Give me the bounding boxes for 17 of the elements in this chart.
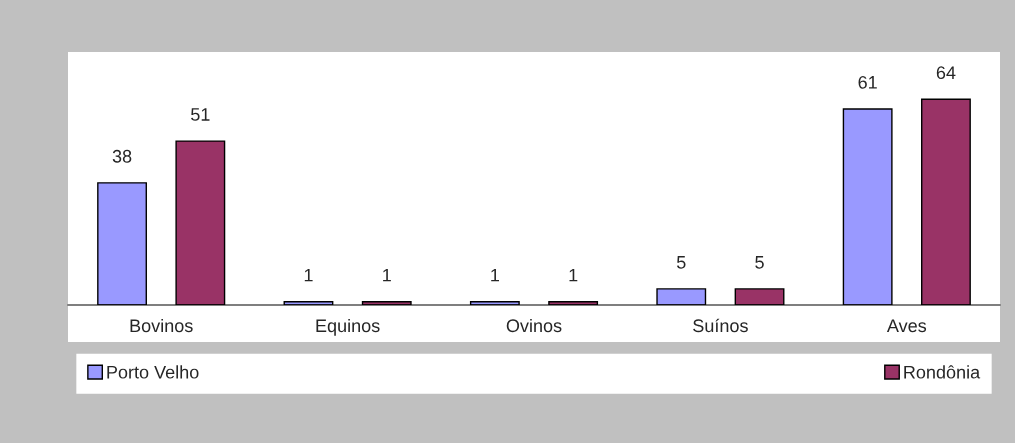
data-label: 1 — [569, 268, 578, 282]
legend-label: Porto Velho — [107, 365, 199, 379]
data-label: 51 — [191, 108, 210, 121]
x-tick-label: Aves — [886, 319, 927, 333]
data-label: 1 — [304, 268, 313, 282]
data-label: 61 — [858, 75, 877, 89]
x-tick-label: Ovinos — [506, 318, 562, 333]
data-label: 5 — [676, 256, 686, 269]
data-label: 64 — [936, 66, 956, 80]
x-tick-label: Bovinos — [130, 318, 193, 333]
x-tick-label: Equinos — [316, 318, 380, 336]
data-label: 38 — [112, 149, 132, 163]
data-label: 1 — [491, 268, 499, 282]
legend-label: Rondônia — [904, 365, 981, 379]
x-tick-label: Suínos — [693, 318, 748, 333]
data-label: 1 — [383, 268, 391, 282]
data-label: 5 — [755, 256, 764, 269]
